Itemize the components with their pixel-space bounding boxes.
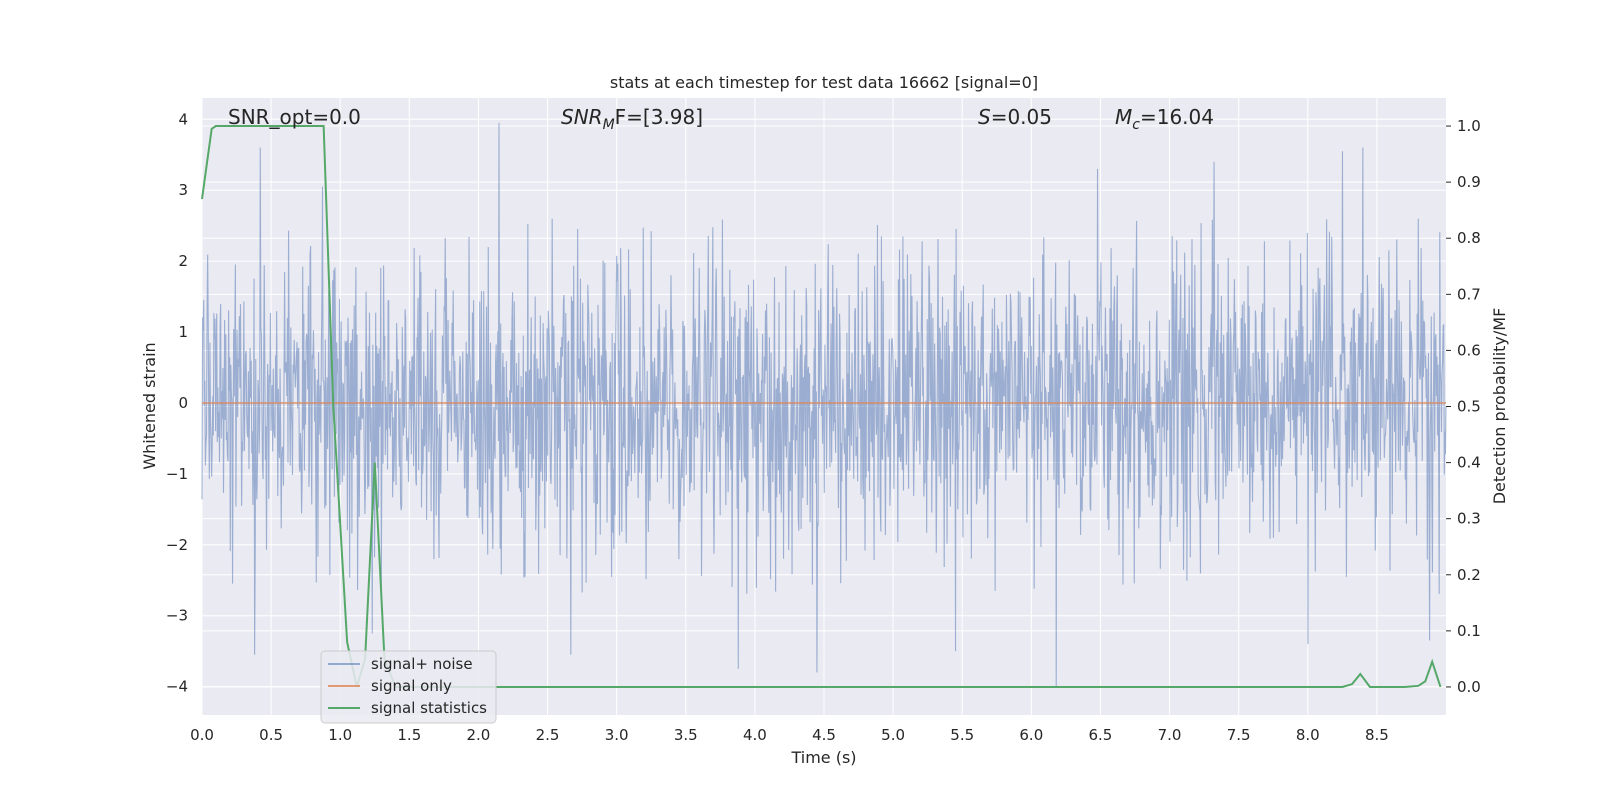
x-tick-label: 6.5: [1089, 726, 1113, 744]
y2-axis-ticks: 1.0 0.9 0.8 0.7 0.6 0.5 0.4 0.3 0.2 0.1 0.0: [1446, 117, 1481, 696]
x-tick-label: 4.5: [812, 726, 836, 744]
s-value: =0.05: [991, 105, 1052, 129]
snr-mf-sub: M: [603, 117, 615, 133]
x-tick-label: 6.0: [1019, 726, 1043, 744]
y-tick-label: −2: [166, 536, 188, 554]
signal-plus-noise-line: [201, 122, 1447, 687]
y2-tick-label: 0.6: [1457, 341, 1481, 359]
y-tick-label: 3: [178, 181, 188, 199]
y-tick-label: −4: [166, 678, 188, 696]
x-axis-ticks: 0.0 0.5 1.0 1.5 2.0 2.5 3.0 3.5 4.0 4.5 5.0 5.5 6.0 6…: [190, 726, 1389, 744]
legend-label-signal-noise: signal+ noise: [371, 655, 473, 673]
x-tick-label: 1.5: [397, 726, 421, 744]
y2-tick-label: 0.1: [1457, 622, 1481, 640]
y2-tick-label: 0.3: [1457, 510, 1481, 528]
y2-tick-label: 0.7: [1457, 285, 1481, 303]
x-tick-label: 8.0: [1296, 726, 1320, 744]
y2-tick-label: 0.4: [1457, 454, 1481, 472]
x-tick-label: 8.5: [1365, 726, 1389, 744]
y-tick-label: 4: [178, 110, 188, 128]
snr-mf-base: SNR: [561, 105, 603, 129]
snr-mf-annotation: SNRMF=[3.98]: [561, 105, 703, 133]
y2-tick-label: 1.0: [1457, 117, 1481, 135]
snr-opt-annotation: SNR_opt=0.0: [228, 105, 361, 129]
legend-label-signal-only: signal only: [371, 677, 452, 695]
x-tick-label: 3.0: [605, 726, 629, 744]
x-axis-label: Time (s): [790, 748, 856, 767]
x-tick-label: 5.5: [950, 726, 974, 744]
y-tick-label: 1: [178, 323, 188, 341]
signal-plus-noise-series: [201, 122, 1447, 687]
y-axis-label: Whitened strain: [140, 342, 159, 469]
x-tick-label: 2.5: [536, 726, 560, 744]
legend-label-signal-statistics: signal statistics: [371, 699, 487, 717]
y-tick-label: 0: [178, 394, 188, 412]
x-tick-label: 1.0: [328, 726, 352, 744]
x-tick-label: 5.0: [881, 726, 905, 744]
mc-sub: c: [1132, 117, 1140, 133]
y2-tick-label: 0.0: [1457, 678, 1481, 696]
legend-box: [320, 650, 497, 724]
y2-tick-label: 0.8: [1457, 229, 1481, 247]
mc-annotation: Mc=16.04: [1115, 105, 1214, 133]
y-tick-label: −3: [166, 607, 188, 625]
y2-axis-label: Detection probability/MF: [1490, 308, 1509, 505]
x-tick-label: 7.0: [1158, 726, 1182, 744]
x-tick-label: 0.0: [190, 726, 214, 744]
legend: signal+ noise signal only signal statist…: [320, 650, 497, 724]
y2-tick-label: 0.5: [1457, 398, 1481, 416]
mc-base: M: [1115, 105, 1132, 129]
s-annotation: S=0.05: [978, 105, 1052, 129]
snr-mf-rest: F=[3.98]: [615, 105, 703, 129]
y-axis-ticks: 4 3 2 1 0 −1 −2 −3 −4: [166, 110, 188, 695]
y2-tick-label: 0.9: [1457, 173, 1481, 191]
chart-title: stats at each timestep for test data 166…: [610, 73, 1038, 92]
y2-tick-label: 0.2: [1457, 566, 1481, 584]
mc-value: =16.04: [1140, 105, 1214, 129]
x-tick-label: 0.5: [259, 726, 283, 744]
x-tick-label: 3.5: [674, 726, 698, 744]
y-tick-label: 2: [178, 252, 188, 270]
x-tick-label: 2.0: [467, 726, 491, 744]
x-tick-label: 4.0: [743, 726, 767, 744]
x-tick-label: 7.5: [1227, 726, 1251, 744]
s-label: S: [978, 105, 991, 129]
y-tick-label: −1: [166, 465, 188, 483]
